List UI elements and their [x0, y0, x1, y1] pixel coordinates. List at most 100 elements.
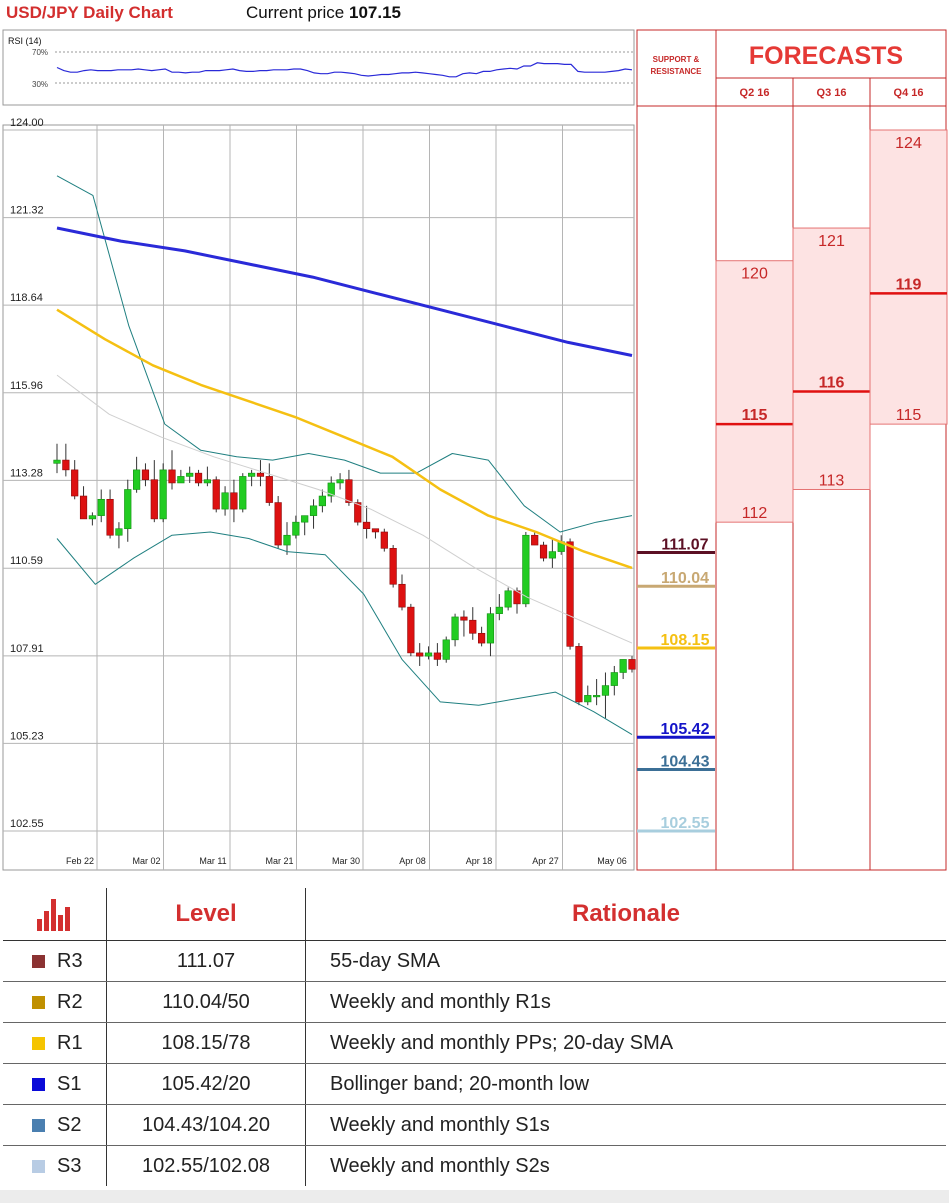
bearish-candle — [62, 443, 70, 477]
candle-body — [292, 521, 300, 536]
forecast-range-box — [792, 227, 871, 490]
bullish-candle — [336, 473, 344, 490]
candle-body — [150, 479, 158, 520]
bar-chart-icon — [36, 899, 70, 931]
level-id-cell: S3 — [3, 1146, 107, 1187]
table-row: S2 104.43/104.20 Weekly and monthly S1s — [3, 1104, 946, 1146]
rationale-header: Rationale — [305, 888, 946, 941]
forecast-quarter-label: Q2 16 — [740, 87, 770, 99]
candle-body — [407, 606, 415, 654]
level-color-swatch — [32, 1036, 45, 1050]
level-id: R1 — [57, 1031, 83, 1054]
rsi-frame — [2, 29, 635, 106]
price-label-text: Current price — [246, 3, 345, 22]
bearish-candle — [478, 626, 486, 647]
bullish-candle — [124, 479, 132, 542]
candle-body — [531, 534, 539, 546]
candlesticks — [53, 443, 636, 719]
table-row: R3 111.07 55-day SMA — [3, 940, 946, 982]
candle-body — [380, 531, 388, 549]
bearish-candle — [212, 476, 220, 513]
levels-table-body: R3 111.07 55-day SMA R2 110.04/50 Weekly and … — [3, 940, 946, 1187]
forecasts-title: FORECASTS — [749, 42, 903, 70]
level-id: S1 — [57, 1072, 82, 1095]
candle-body — [610, 672, 618, 686]
candle-body — [230, 492, 238, 510]
sr-level-label: 111.07 — [661, 537, 708, 554]
sr-level-label: 105.42 — [661, 721, 710, 738]
level-header: Level — [106, 888, 306, 941]
chart-area: RSI (14) 70% 30% 124.00 121.32 118.64 115.9… — [2, 29, 948, 871]
forecast-low: 113 — [819, 472, 845, 489]
level-rationale: Weekly and monthly R1s — [305, 981, 946, 1023]
bearish-candle — [566, 538, 574, 650]
y-tick-label: 124.00 — [10, 117, 44, 129]
candle-body — [513, 590, 521, 605]
bearish-candle — [345, 469, 353, 506]
bearish-candle — [433, 643, 441, 666]
bullish-candle — [504, 587, 512, 611]
forecast-range-box — [869, 129, 948, 425]
forecast-column: Q4 16 124 119 115 — [869, 87, 948, 425]
candle-body — [460, 616, 468, 621]
bullish-candle — [584, 685, 592, 706]
levels-table: Level Rationale R3 111.07 55-day SMA R2 110.… — [3, 888, 946, 1186]
bullish-candle — [486, 607, 495, 657]
bearish-candle — [194, 469, 203, 487]
sr-level-label: 102.55 — [661, 815, 710, 832]
sr-title-line1: SUPPORT & — [653, 55, 700, 64]
bullish-candle — [318, 489, 326, 513]
forecast-average: 119 — [896, 276, 922, 293]
bearish-candle — [141, 463, 150, 487]
candle-body — [106, 498, 114, 536]
level-id-cell: S1 — [3, 1063, 107, 1105]
forecast-column: Q2 16 120 115 112 — [715, 87, 794, 523]
y-tick-label: 121.32 — [10, 205, 44, 217]
candle-body — [301, 515, 309, 523]
x-tick-label: Mar 11 — [199, 856, 226, 866]
bollinger-lower-line — [56, 531, 633, 736]
bullish-candle — [186, 466, 194, 483]
level-rationale: Weekly and monthly PPs; 20-day SMA — [305, 1022, 946, 1064]
forecast-high: 124 — [895, 135, 922, 152]
bullish-candle — [292, 515, 300, 539]
current-price-label: Current price 107.15 — [246, 3, 401, 23]
candle-body — [539, 544, 548, 559]
table-row: R1 108.15/78 Weekly and monthly PPs; 20-da… — [3, 1022, 946, 1064]
sr-frame — [636, 29, 717, 871]
bullish-candle — [177, 469, 185, 484]
bearish-candle — [354, 499, 362, 526]
bullish-candle — [159, 463, 167, 523]
level-id: R2 — [57, 990, 83, 1013]
candle-body — [522, 534, 530, 605]
bearish-candle — [71, 460, 79, 500]
x-tick-label: Apr 08 — [399, 856, 426, 866]
candle-body — [584, 695, 592, 703]
candle-body — [495, 606, 503, 614]
sma20-line — [56, 374, 633, 644]
candle-body — [354, 502, 362, 523]
y-tick-label: 110.59 — [10, 555, 43, 567]
rsi-70-label: 70% — [32, 48, 48, 57]
chart-title: USD/JPY Daily Chart — [6, 3, 173, 22]
level-value: 110.04/50 — [106, 981, 306, 1023]
candle-body — [274, 502, 282, 546]
bullish-candle — [495, 594, 503, 621]
candle-body — [416, 652, 424, 657]
candle-body — [177, 476, 185, 484]
bullish-candle — [283, 522, 291, 555]
price-chart-frame — [2, 124, 635, 871]
x-tick-label: Mar 02 — [132, 856, 160, 866]
table-row: S1 105.42/20 Bollinger band; 20-month low — [3, 1063, 946, 1105]
candle-body — [345, 479, 353, 503]
bearish-candle — [256, 460, 265, 487]
bearish-candle — [230, 479, 238, 523]
bullish-candle — [442, 636, 450, 663]
current-price-value: 107.15 — [349, 3, 401, 22]
indicator-lines — [56, 175, 633, 736]
candle-body — [194, 472, 203, 484]
level-value: 102.55/102.08 — [106, 1145, 306, 1186]
level-value: 108.15/78 — [106, 1022, 306, 1064]
x-axis: Feb 22 Mar 02 Mar 11 Mar 21 Mar 30 Apr 08 Apr … — [66, 856, 627, 866]
candle-body — [486, 613, 495, 644]
